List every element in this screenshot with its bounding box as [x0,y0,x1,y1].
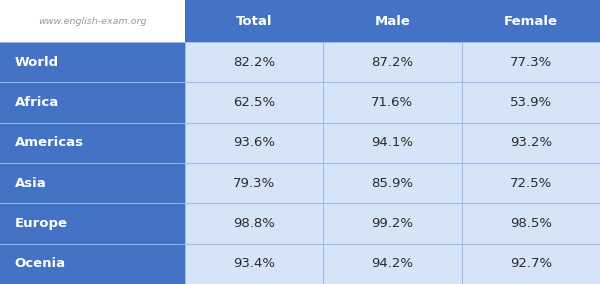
Text: 94.2%: 94.2% [371,257,413,270]
Text: 53.9%: 53.9% [510,96,552,109]
Bar [461,203,600,244]
Bar [323,82,461,123]
Text: 71.6%: 71.6% [371,96,413,109]
Text: 98.8%: 98.8% [233,217,275,230]
Text: 92.7%: 92.7% [510,257,552,270]
Bar [461,0,600,42]
Bar [185,244,323,284]
Bar [461,42,600,82]
Text: Asia: Asia [15,177,47,190]
Text: 82.2%: 82.2% [233,56,275,69]
Text: Africa: Africa [15,96,59,109]
Text: 85.9%: 85.9% [371,177,413,190]
Bar [323,0,461,42]
Text: Americas: Americas [15,136,84,149]
Text: 77.3%: 77.3% [509,56,552,69]
Bar [185,82,323,123]
Text: Female: Female [504,14,558,28]
Bar [0,0,185,42]
Bar [323,163,461,203]
Bar [323,42,461,82]
Text: 99.2%: 99.2% [371,217,413,230]
Text: 87.2%: 87.2% [371,56,413,69]
Bar [0,82,185,123]
Bar [323,203,461,244]
Bar [185,0,323,42]
Bar [0,42,185,82]
Bar [323,244,461,284]
Bar [461,82,600,123]
Text: 98.5%: 98.5% [510,217,552,230]
Text: 62.5%: 62.5% [233,96,275,109]
Bar [185,203,323,244]
Text: www.english-exam.org: www.english-exam.org [38,16,146,26]
Bar [461,123,600,163]
Bar [185,42,323,82]
Bar [323,123,461,163]
Text: World: World [15,56,59,69]
Text: Ocenia: Ocenia [15,257,66,270]
Bar [461,244,600,284]
Text: Europe: Europe [15,217,68,230]
Bar [0,203,185,244]
Text: 93.4%: 93.4% [233,257,275,270]
Text: Total: Total [236,14,272,28]
Bar [0,123,185,163]
Bar [185,123,323,163]
Bar [0,244,185,284]
Text: 93.6%: 93.6% [233,136,275,149]
Bar [0,163,185,203]
Text: Male: Male [374,14,410,28]
Text: 93.2%: 93.2% [510,136,552,149]
Text: 72.5%: 72.5% [509,177,552,190]
Text: 94.1%: 94.1% [371,136,413,149]
Text: 79.3%: 79.3% [233,177,275,190]
Bar [185,163,323,203]
Bar [461,163,600,203]
